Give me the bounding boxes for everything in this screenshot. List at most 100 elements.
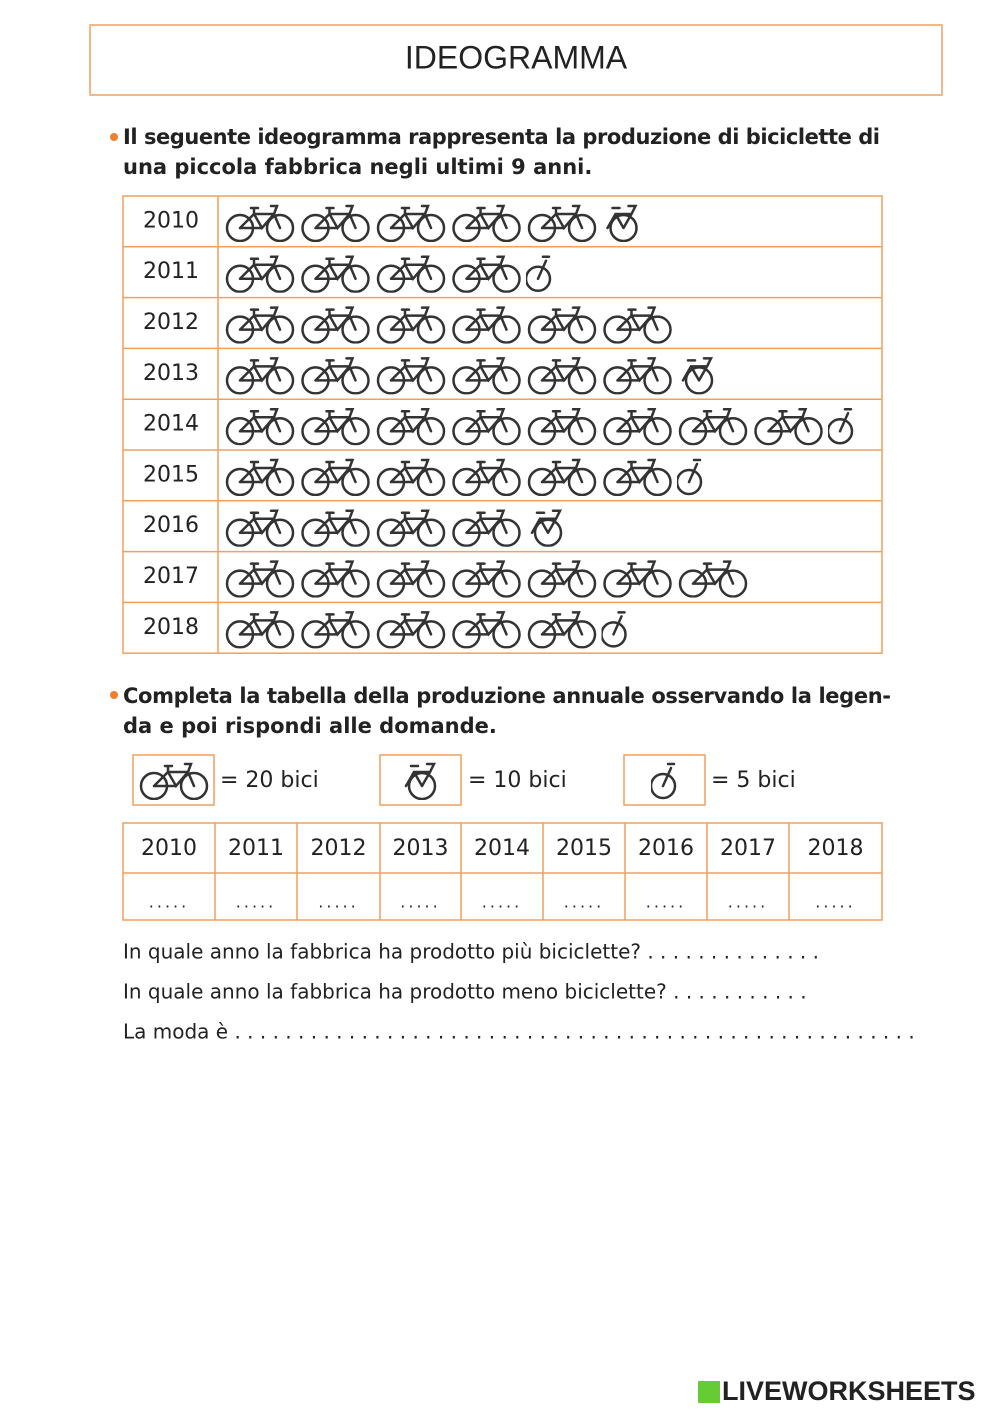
wheel-icon: [677, 458, 703, 496]
half-bike-icon: [606, 204, 638, 242]
pictogram-table: 2010 2011 2012 2013 2014 2015 2016 2017 2018: [122, 195, 883, 654]
header-cell: 2012: [311, 836, 367, 861]
legend-icon: [139, 762, 209, 800]
bike-icon: [452, 560, 521, 598]
answer-cell: .....: [149, 893, 189, 912]
header-cell: 2010: [141, 836, 197, 861]
bike-icon: [376, 509, 446, 547]
legend-label: = 10 bici: [468, 768, 567, 793]
bike-icon: [452, 458, 521, 496]
intro-line: Il seguente ideogramma rappresenta la pr…: [123, 125, 880, 149]
bike-icon: [225, 204, 295, 242]
bike-icon: [376, 407, 446, 446]
answer-cell: .....: [564, 893, 604, 912]
wheel-icon: [828, 407, 854, 445]
bike-icon: [376, 255, 446, 293]
year: 2011: [143, 259, 199, 284]
half-bike-icon: [530, 509, 563, 547]
year: 2010: [143, 208, 199, 233]
answer-cell: .....: [236, 893, 276, 912]
legend-box: [132, 754, 215, 806]
bike-icon: [452, 204, 521, 242]
year: 2015: [143, 462, 199, 487]
bike-icon: [452, 357, 521, 395]
year: 2012: [143, 310, 199, 335]
bike-icon: [527, 560, 597, 598]
answer-cell: .....: [728, 893, 768, 912]
brand: LIVEWORKSHEETS: [722, 1376, 976, 1406]
answer-cell: .....: [400, 893, 440, 912]
answer-table: 2010..... 2011..... 2012..... 2013..... 2014…: [122, 822, 883, 921]
bike-icon: [301, 255, 370, 293]
table-border: [122, 822, 883, 921]
title-box: [89, 24, 943, 96]
answer-cell: .....: [646, 893, 686, 912]
instruction-line: da e poi rispondi alle domande.: [123, 714, 497, 738]
legend-box: [379, 754, 462, 806]
bike-icon: [301, 611, 370, 649]
year: 2018: [143, 615, 199, 640]
bike-icon: [452, 407, 521, 446]
question: In quale anno la fabbrica ha prodotto pi…: [123, 940, 819, 964]
legend-icon: [651, 762, 677, 800]
wheel-icon: [601, 611, 627, 648]
bike-icon: [301, 509, 370, 547]
bike-icon: [603, 306, 672, 344]
bike-icon: [376, 611, 446, 649]
year: 2013: [143, 361, 199, 386]
bullet: [110, 133, 118, 141]
table-border: [122, 195, 883, 654]
bike-icon: [376, 204, 446, 242]
legend-label: = 20 bici: [220, 768, 319, 793]
bike-icon: [527, 611, 597, 649]
bike-icon: [225, 509, 295, 547]
legend-icon: [404, 762, 437, 800]
bike-icon: [225, 306, 295, 344]
bike-icon: [603, 357, 672, 395]
question: In quale anno la fabbrica ha prodotto me…: [123, 980, 807, 1004]
bike-icon: [452, 306, 521, 344]
bike-icon: [301, 204, 370, 242]
bike-icon: [225, 560, 295, 598]
bike-icon: [527, 204, 597, 242]
bike-icon: [301, 560, 370, 598]
year: 2014: [143, 412, 199, 437]
bike-icon: [376, 458, 446, 496]
bike-icon: [754, 407, 823, 446]
answer-cell: .....: [318, 893, 358, 912]
bike-icon: [301, 357, 370, 395]
bike-icon: [376, 560, 446, 598]
year: 2016: [143, 513, 199, 538]
bike-icon: [452, 255, 521, 293]
bike-icon: [527, 306, 597, 344]
header-cell: 2016: [638, 836, 694, 861]
header-cell: 2017: [720, 836, 776, 861]
title: IDEOGRAMMA: [405, 39, 628, 75]
bike-icon: [527, 458, 597, 496]
bike-icon: [225, 407, 295, 446]
half-bike-icon: [681, 357, 714, 395]
brand-logo: [698, 1381, 720, 1403]
header-cell: 2014: [474, 836, 530, 861]
instruction-line: Completa la tabella della produzione ann…: [123, 684, 891, 708]
bike-icon: [376, 306, 446, 344]
bike-icon: [301, 458, 370, 496]
bike-icon: [527, 357, 597, 395]
answer-cell: .....: [815, 893, 855, 912]
bike-icon: [678, 560, 748, 598]
bike-icon: [527, 407, 597, 446]
intro-line: una piccola fabbrica negli ultimi 9 anni…: [123, 155, 592, 179]
header-cell: 2011: [228, 836, 284, 861]
bike-icon: [603, 560, 672, 598]
bike-icon: [603, 407, 672, 446]
answer-cell: .....: [482, 893, 522, 912]
header-cell: 2015: [556, 836, 612, 861]
question: La moda è . . . . . . . . . . . . . . . …: [123, 1020, 915, 1044]
bike-icon: [301, 407, 370, 446]
year: 2017: [143, 564, 199, 589]
header-cell: 2018: [808, 836, 864, 861]
bike-icon: [376, 357, 446, 395]
bike-icon: [225, 611, 295, 649]
bike-icon: [225, 255, 295, 293]
